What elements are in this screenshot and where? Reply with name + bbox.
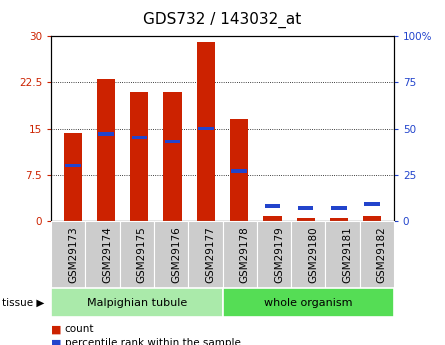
Text: percentile rank within the sample: percentile rank within the sample xyxy=(65,338,240,345)
Bar xyxy=(165,140,180,143)
Bar xyxy=(132,136,147,139)
Bar xyxy=(97,79,115,221)
Text: GSM29181: GSM29181 xyxy=(343,226,352,283)
Text: Malpighian tubule: Malpighian tubule xyxy=(87,298,187,308)
Bar xyxy=(363,216,381,221)
Bar xyxy=(198,127,214,130)
Text: GSM29175: GSM29175 xyxy=(137,226,147,283)
Text: GSM29178: GSM29178 xyxy=(239,226,250,283)
Bar xyxy=(230,119,248,221)
Text: count: count xyxy=(65,325,94,334)
Bar xyxy=(163,91,182,221)
Text: ■: ■ xyxy=(51,325,62,334)
Bar xyxy=(64,133,82,221)
Text: GSM29179: GSM29179 xyxy=(274,226,284,283)
Text: ■: ■ xyxy=(51,338,62,345)
Bar xyxy=(197,42,215,221)
Bar xyxy=(231,169,247,172)
Bar xyxy=(364,203,380,206)
Text: GSM29182: GSM29182 xyxy=(376,226,387,283)
Text: GSM29174: GSM29174 xyxy=(102,226,113,283)
Bar xyxy=(330,218,348,221)
Bar xyxy=(331,206,347,209)
Text: tissue ▶: tissue ▶ xyxy=(2,298,44,308)
Bar xyxy=(296,218,315,221)
Bar xyxy=(263,216,282,221)
Text: whole organism: whole organism xyxy=(264,298,352,308)
Text: GSM29177: GSM29177 xyxy=(205,226,215,283)
Text: GSM29180: GSM29180 xyxy=(308,226,318,283)
Bar xyxy=(65,164,81,167)
Text: GDS732 / 143032_at: GDS732 / 143032_at xyxy=(143,12,302,28)
Bar xyxy=(98,132,114,136)
Bar xyxy=(298,206,313,209)
Text: GSM29176: GSM29176 xyxy=(171,226,181,283)
Text: GSM29173: GSM29173 xyxy=(69,226,78,283)
Bar xyxy=(265,204,280,208)
Bar xyxy=(130,91,149,221)
